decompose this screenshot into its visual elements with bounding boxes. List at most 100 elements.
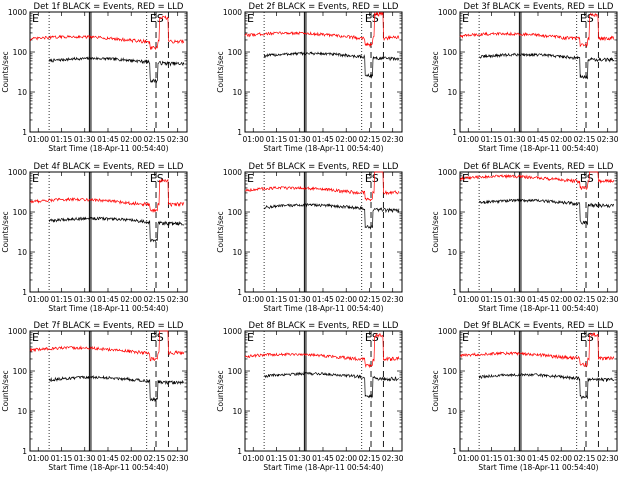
x-tick-label: 01:15 [266,295,288,304]
x-tick-label: 01:30 [504,135,526,144]
x-tick-label: 02:30 [167,295,189,304]
panel-title: Det 2f BLACK = Events, RED = LLD [249,2,399,12]
series-line-lld [459,171,615,191]
x-tick-label: 01:00 [457,295,479,304]
y-tick-label: 1000 [8,168,27,177]
x-axis-label: Start Time (18-Apr-11 00:54:40) [478,304,598,313]
x-axis-label: Start Time (18-Apr-11 00:54:40) [263,304,383,313]
panel-title: Det 3f BLACK = Events, RED = LLD [464,2,614,12]
x-tick-label: 02:00 [550,295,572,304]
y-tick-label: 1 [237,128,242,137]
y-tick-label: 10 [232,407,242,416]
y-tick-label: 10 [232,248,242,257]
x-tick-label: 01:45 [312,295,334,304]
y-axis-label: Counts/sec [216,370,225,411]
series-line-events [478,52,615,80]
x-tick-label: 02:00 [550,135,572,144]
x-tick-label: 02:30 [597,454,619,463]
y-tick-label: 1 [452,288,457,297]
x-tick-label: 01:30 [74,135,96,144]
y-tick-label: 1 [452,128,457,137]
x-tick-label: 01:30 [504,454,526,463]
panel-title: Det 9f BLACK = Events, RED = LLD [464,321,614,331]
y-tick-label: 10 [447,88,457,97]
x-tick-label: 01:00 [242,454,264,463]
y-tick-label: 10 [232,88,242,97]
x-tick-label: 01:30 [74,295,96,304]
x-tick-label: 01:00 [27,454,49,463]
series-line-lld [29,330,185,362]
plot-frame [244,11,403,133]
x-tick-label: 01:15 [266,135,288,144]
x-tick-label: 01:15 [51,135,73,144]
y-tick-label: 10 [17,88,27,97]
plot-frame [459,330,618,452]
y-tick-label: 1 [22,447,27,456]
x-tick-label: 02:15 [359,295,381,304]
x-tick-label: 01:45 [312,454,334,463]
marker-label: ES [365,172,379,185]
y-axis-label: Counts/sec [216,211,225,252]
y-tick-label: 1000 [438,8,457,17]
y-tick-label: 1000 [223,8,242,17]
detector-panel: Det 4f BLACK = Events, RED = LLD 1 10 100 10… [1,162,189,313]
x-tick-label: 01:45 [97,454,119,463]
y-axis-label: Counts/sec [1,370,10,411]
y-axis-label: Counts/sec [431,211,440,252]
y-tick-label: 100 [443,367,458,376]
x-tick-label: 01:45 [97,135,119,144]
series-line-events [48,374,184,402]
x-tick-label: 01:30 [74,454,96,463]
x-tick-label: 02:15 [144,135,166,144]
detector-panel: Det 9f BLACK = Events, RED = LLD 1 10 100 10… [431,321,619,472]
y-tick-label: 100 [228,367,243,376]
series-line-events [49,216,185,243]
x-tick-label: 01:15 [481,454,503,463]
y-tick-label: 1000 [223,327,242,336]
series-line-lld [244,11,400,48]
x-tick-label: 01:00 [242,135,264,144]
x-tick-label: 02:15 [574,454,596,463]
x-tick-label: 01:45 [97,295,119,304]
x-tick-label: 02:15 [144,295,166,304]
detector-panel: Det 2f BLACK = Events, RED = LLD 1 10 100 10… [216,2,404,153]
marker-label: ES [365,331,379,344]
x-tick-label: 01:15 [51,295,73,304]
y-tick-label: 1000 [438,168,457,177]
x-tick-label: 02:15 [359,135,381,144]
detector-panel: Det 5f BLACK = Events, RED = LLD 1 10 100 10… [216,162,404,313]
y-tick-label: 100 [228,208,243,217]
x-tick-label: 01:00 [242,295,264,304]
x-tick-label: 02:00 [335,295,357,304]
x-axis-label: Start Time (18-Apr-11 00:54:40) [478,463,598,472]
y-tick-label: 1000 [8,8,27,17]
detector-panel: Det 6f BLACK = Events, RED = LLD 1 10 100 10… [431,162,619,313]
marker-label: ES [580,172,594,185]
x-tick-label: 01:15 [481,135,503,144]
x-tick-label: 01:30 [504,295,526,304]
series-line-events [264,371,400,399]
series-line-events [263,51,400,79]
x-tick-label: 01:15 [51,454,73,463]
plot-frame [459,171,618,293]
series-line-events [263,203,400,230]
y-tick-label: 100 [443,48,458,57]
plot-frame [29,11,188,133]
series-line-lld [459,332,615,368]
y-axis-label: Counts/sec [1,211,10,252]
panel-title: Det 5f BLACK = Events, RED = LLD [249,162,399,172]
x-tick-label: 02:00 [335,454,357,463]
series-line-lld [244,171,400,202]
y-tick-label: 10 [17,248,27,257]
plot-frame [29,171,188,293]
y-axis-label: Counts/sec [1,51,10,92]
panel-title: Det 7f BLACK = Events, RED = LLD [34,321,184,331]
x-tick-label: 01:45 [527,295,549,304]
x-tick-label: 02:00 [335,135,357,144]
x-tick-label: 02:30 [597,135,619,144]
x-tick-label: 01:00 [457,135,479,144]
y-tick-label: 1 [22,288,27,297]
marker-label: ES [580,331,594,344]
series-line-lld [244,332,400,369]
x-tick-label: 02:30 [382,135,404,144]
